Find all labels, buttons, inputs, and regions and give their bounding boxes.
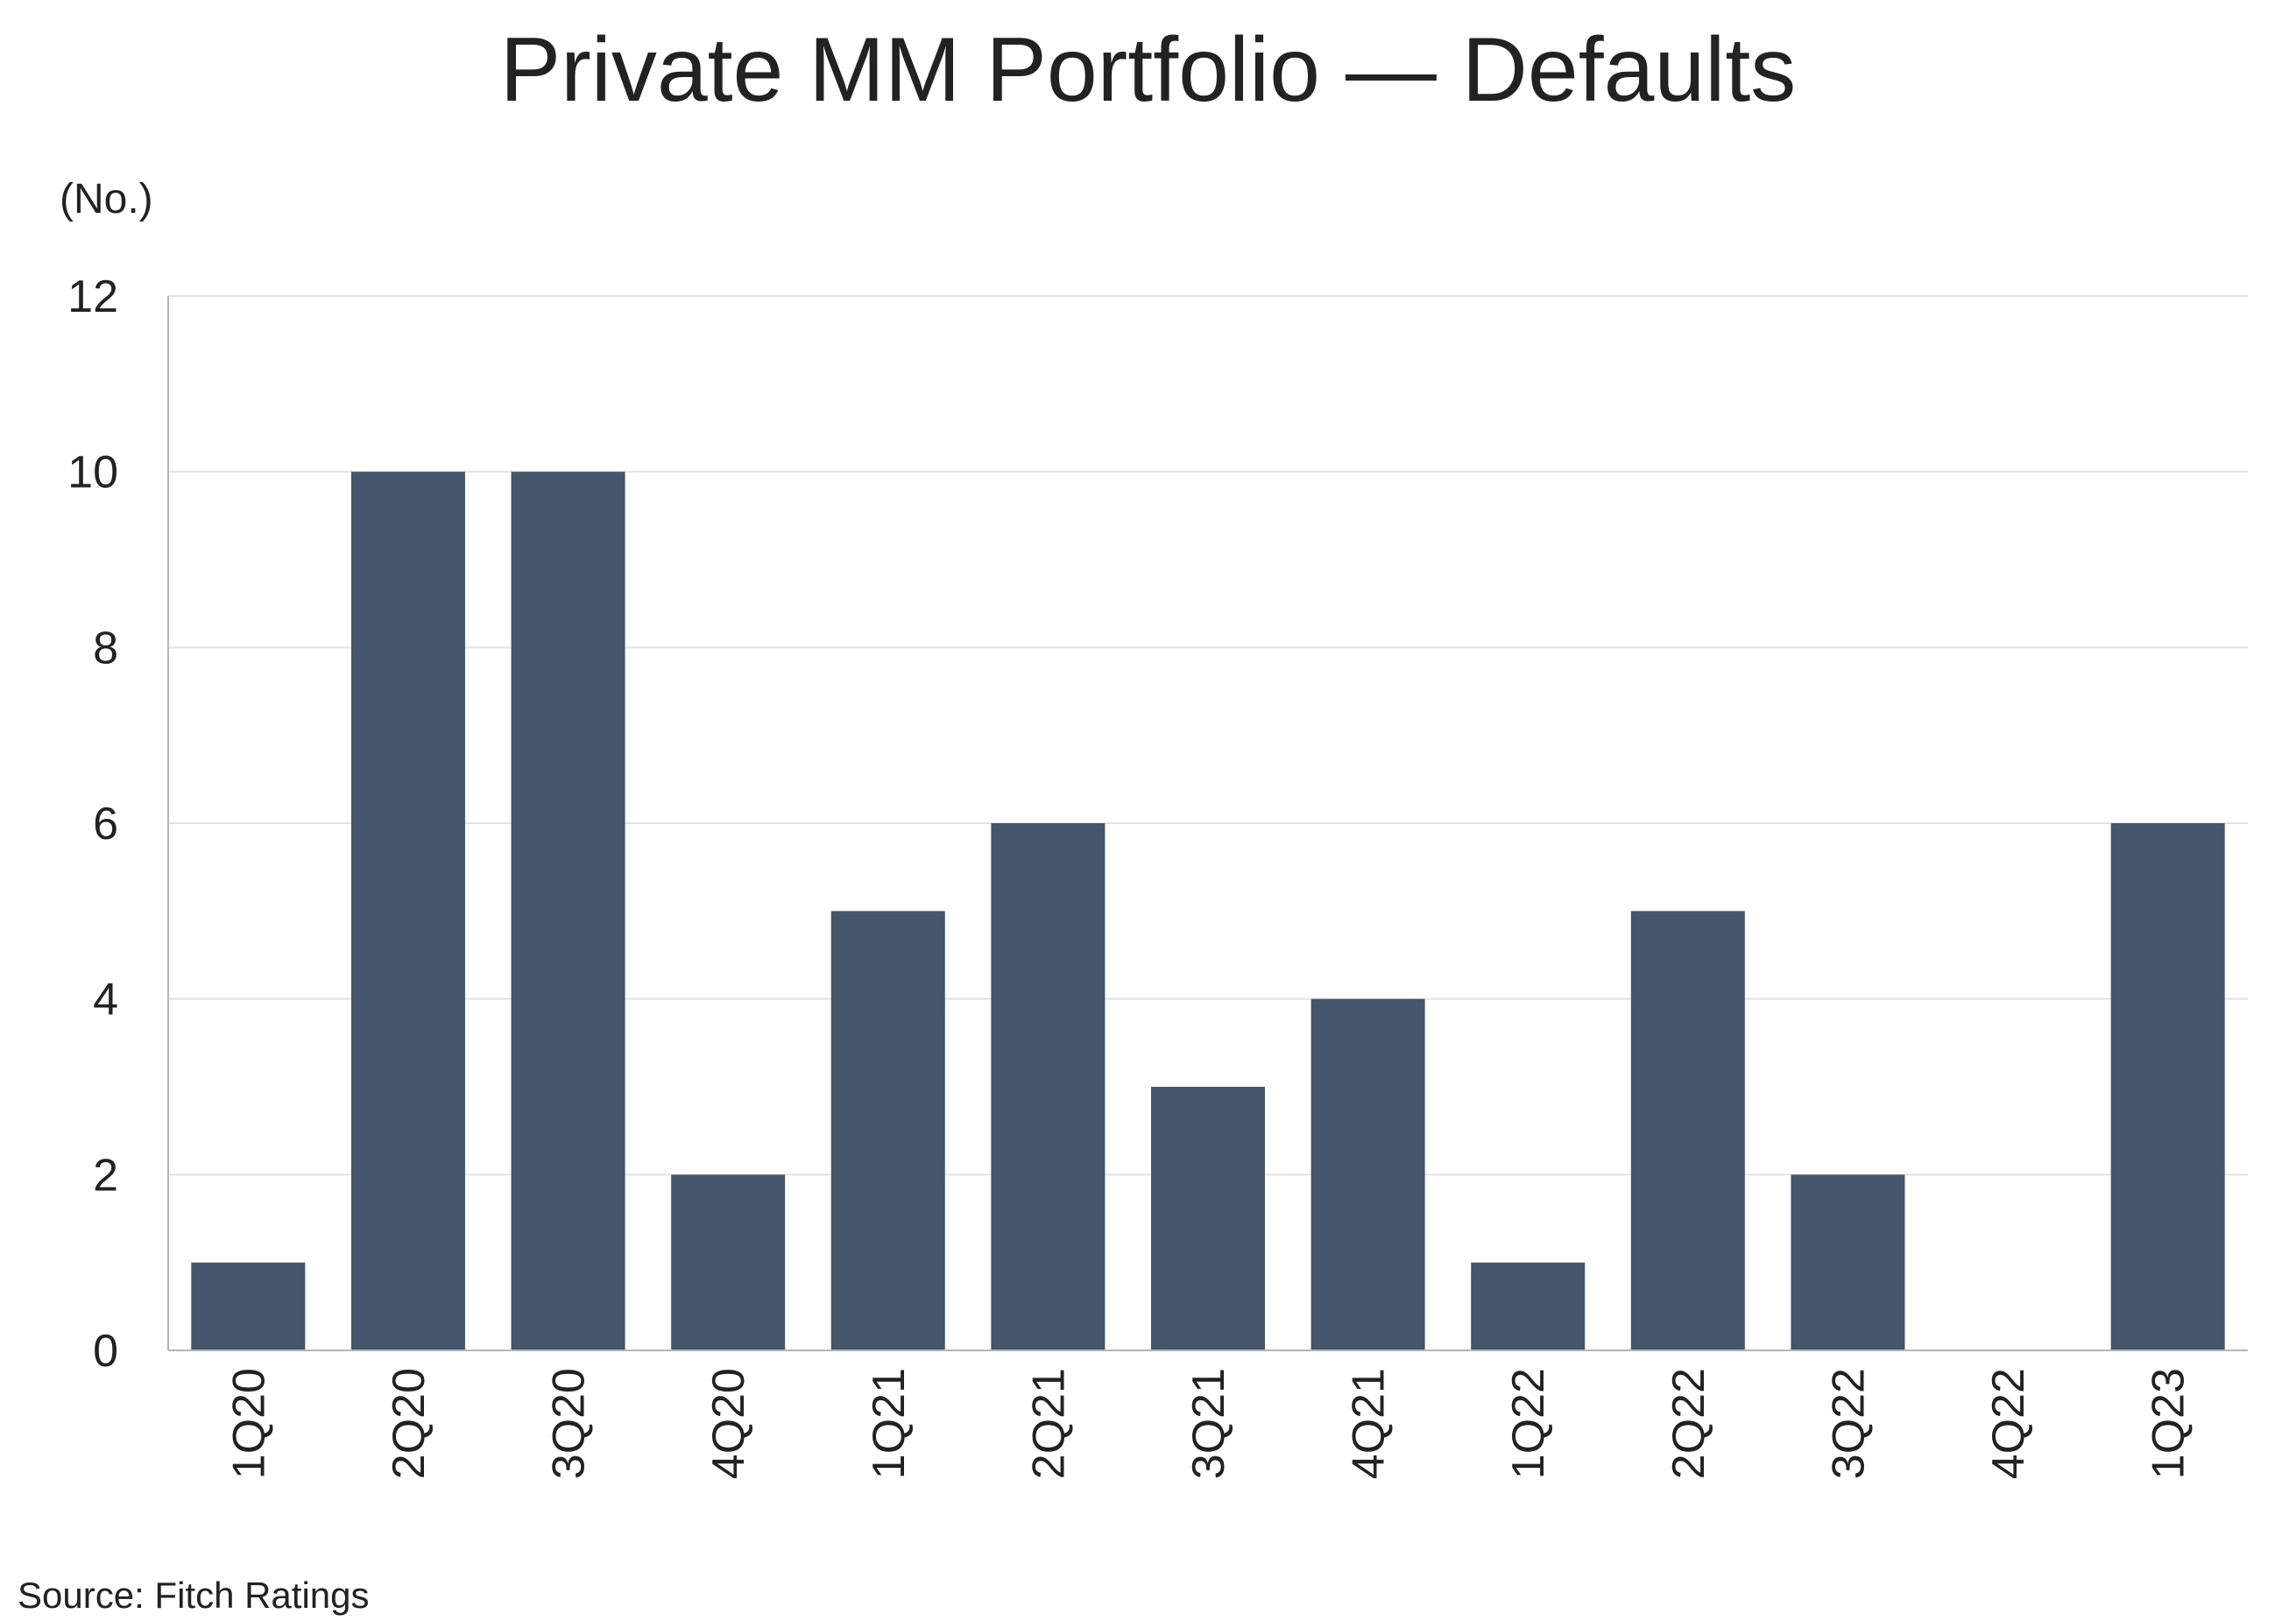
bar-1Q21 [830, 911, 945, 1350]
x-tick-label: 2Q20 [384, 1368, 434, 1479]
y-tick-label: 10 [67, 448, 118, 498]
bars [191, 471, 2225, 1350]
x-tick-label: 1Q23 [2144, 1368, 2194, 1479]
bar-3Q21 [1151, 1087, 1265, 1350]
axes [167, 296, 2248, 1351]
bar-3Q22 [1791, 1174, 1905, 1350]
bar-4Q21 [1310, 998, 1425, 1350]
x-tick-label: 4Q20 [703, 1368, 754, 1479]
bar-1Q20 [191, 1262, 306, 1350]
x-tick-label: 1Q22 [1503, 1368, 1554, 1479]
bar-2Q22 [1630, 911, 1745, 1350]
y-tick-label: 0 [93, 1326, 118, 1377]
x-tick-label: 3Q20 [544, 1368, 595, 1479]
y-tick-label: 8 [93, 623, 118, 673]
x-tick-label: 4Q21 [1344, 1368, 1395, 1479]
x-tick-label: 1Q21 [864, 1368, 915, 1479]
x-tick-label: 4Q22 [1983, 1368, 2034, 1479]
bar-1Q22 [1471, 1262, 1586, 1350]
bar-2Q21 [991, 823, 1106, 1350]
bar-2Q20 [350, 471, 465, 1350]
x-tick-label: 2Q22 [1664, 1368, 1714, 1479]
bar-3Q20 [511, 471, 625, 1350]
x-tick-label: 3Q21 [1183, 1368, 1234, 1479]
y-tick-labels: 0 2 4 6 8 10 12 [67, 271, 118, 1377]
bar-1Q23 [2110, 823, 2225, 1350]
y-tick-label: 12 [67, 271, 118, 322]
source-note: Source: Fitch Ratings [18, 1575, 370, 1616]
y-axis-unit-label: (No.) [60, 176, 153, 222]
chart-title: Private MM Portfolio — Defaults [499, 19, 1797, 121]
x-tick-label: 1Q20 [223, 1368, 274, 1479]
y-tick-label: 4 [93, 975, 118, 1025]
y-tick-label: 2 [93, 1150, 118, 1201]
x-tick-label: 2Q21 [1023, 1368, 1074, 1479]
bar-4Q20 [671, 1174, 786, 1350]
y-tick-label: 6 [93, 799, 118, 849]
x-tick-labels: 1Q20 2Q20 3Q20 4Q20 1Q21 2Q21 3Q21 4Q21 1Q22 2Q22… [223, 1368, 2194, 1479]
x-tick-label: 3Q22 [1823, 1368, 1874, 1479]
gridlines [168, 295, 2248, 1176]
